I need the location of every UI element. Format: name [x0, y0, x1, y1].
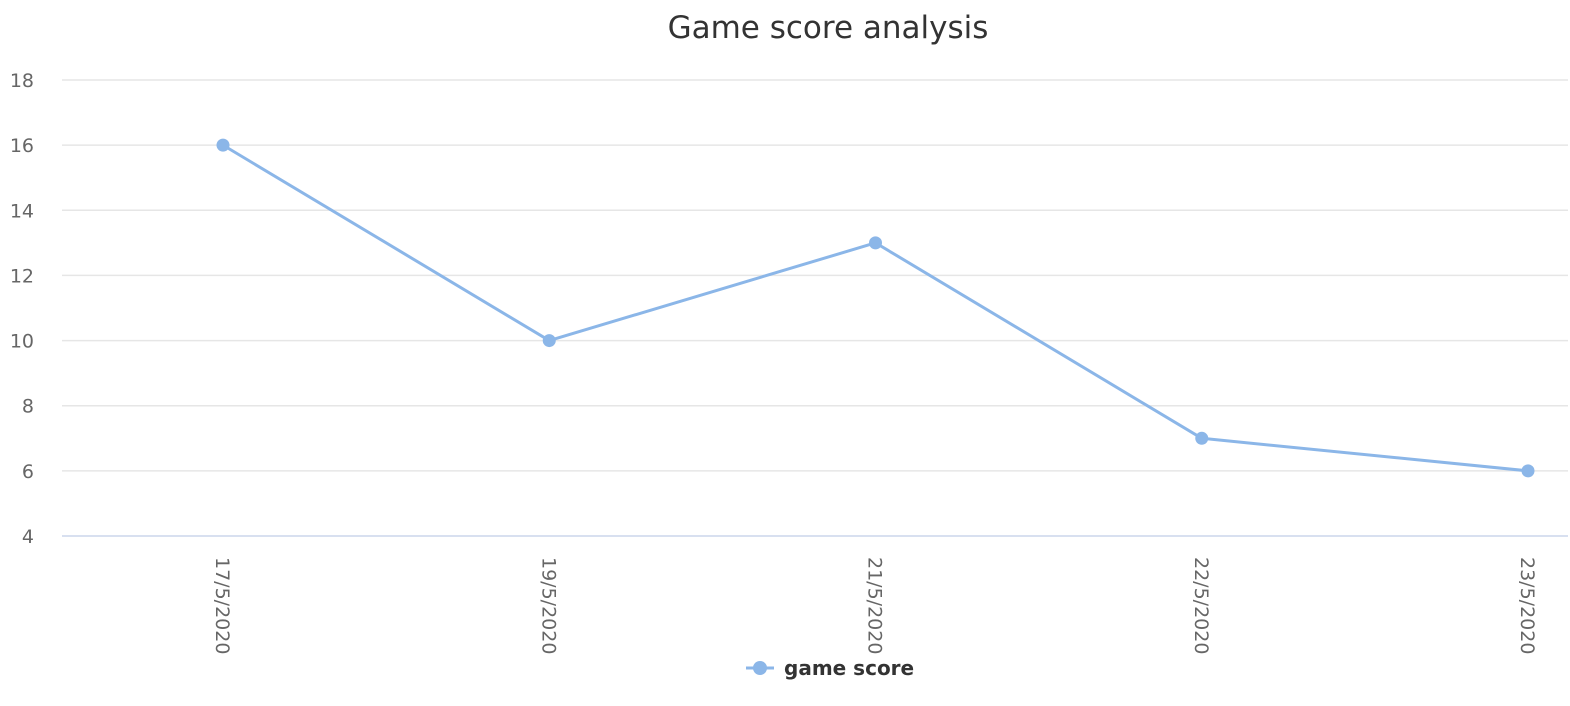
x-tick-label: 19/5/2020	[537, 557, 559, 654]
gridlines	[62, 79, 1568, 472]
y-tick-label: 14	[10, 200, 34, 222]
legend-label[interactable]: game score	[784, 656, 914, 680]
data-point[interactable]	[1521, 464, 1535, 478]
series-line	[221, 143, 1530, 473]
x-tick-label: 17/5/2020	[211, 557, 233, 654]
x-tick-label: 22/5/2020	[1190, 557, 1212, 654]
data-point[interactable]	[1195, 431, 1209, 445]
data-point[interactable]	[542, 334, 556, 348]
x-tick-label: 21/5/2020	[864, 557, 886, 654]
data-point[interactable]	[869, 236, 882, 250]
y-tick-label: 18	[10, 70, 34, 92]
legend-swatch-marker	[753, 661, 767, 675]
legend[interactable]: game score	[746, 656, 914, 680]
series-game-score	[216, 138, 1535, 478]
x-tick-label: 23/5/2020	[1516, 557, 1538, 654]
y-tick-label: 8	[22, 396, 34, 418]
y-tick-label: 6	[22, 461, 34, 483]
y-tick-label: 12	[10, 265, 34, 287]
y-tick-label: 10	[10, 331, 34, 353]
data-point[interactable]	[216, 138, 230, 152]
chart-title: Game score analysis	[668, 10, 989, 46]
y-tick-label: 16	[10, 135, 34, 157]
x-axis: 17/5/2020 19/5/2020 21/5/2020 22/5/2020 23/5…	[62, 535, 1568, 654]
y-tick-label: 4	[22, 526, 34, 548]
y-axis: 4 6 8 10 12 14 16 18	[10, 70, 34, 548]
